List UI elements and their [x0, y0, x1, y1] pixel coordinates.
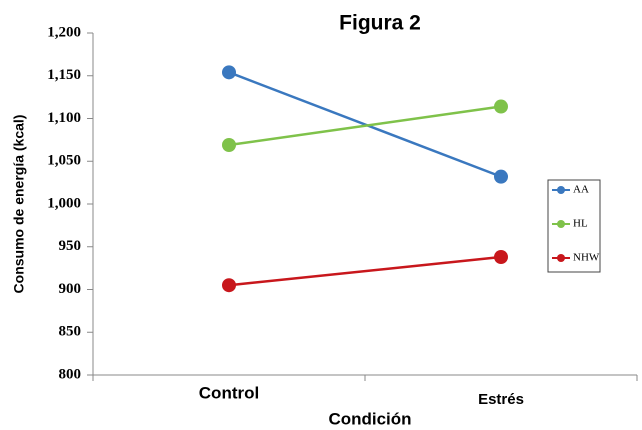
y-tick-label: 1,200 [47, 24, 81, 40]
legend-marker [557, 220, 565, 228]
y-tick-label: 1,000 [47, 195, 81, 211]
y-tick-label: 1,050 [47, 153, 81, 169]
point [222, 278, 236, 293]
point [494, 250, 508, 265]
x-tick-label: Estrés [478, 391, 524, 408]
y-tick-label: 950 [59, 238, 82, 254]
legend-box [547, 179, 601, 273]
point [494, 99, 508, 114]
legend-label: HL [573, 218, 588, 230]
y-tick-label: 1,100 [47, 110, 81, 126]
legend-label: AA [573, 184, 589, 196]
legend-label: NHW [573, 252, 600, 264]
point [222, 65, 236, 80]
y-tick-label: 1,150 [47, 67, 81, 83]
y-axis-title: Consumo de energía (kcal) [11, 115, 27, 294]
legend-marker [557, 254, 565, 262]
series-line [228, 255, 502, 287]
x-axis-title: Condición [328, 409, 411, 428]
series-line [228, 105, 502, 147]
point [494, 169, 508, 184]
legend-marker [557, 186, 565, 194]
y-tick-label: 850 [59, 324, 82, 340]
y-tick-label: 900 [59, 281, 82, 297]
chart-title: Figura 2 [339, 12, 421, 35]
y-tick-label: 800 [59, 366, 82, 382]
series-line [228, 71, 502, 178]
point [222, 138, 236, 153]
x-tick-label: Control [199, 383, 259, 402]
